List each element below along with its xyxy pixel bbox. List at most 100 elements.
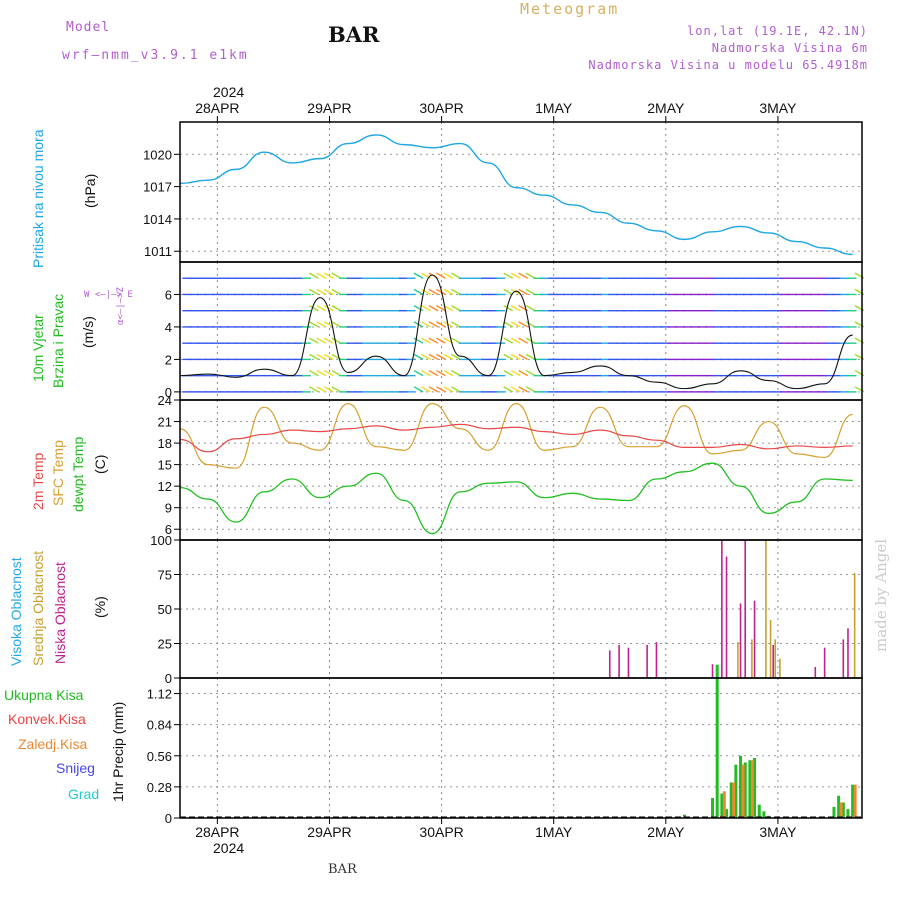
wind-arrow: [309, 272, 319, 279]
wind-arrow: [443, 369, 454, 377]
wind-arrow: [451, 386, 461, 393]
wind-arrow: [413, 337, 424, 344]
wind-arrow: [451, 288, 461, 296]
frozen-precip-bar: [732, 782, 736, 818]
wind-arrow: [518, 272, 529, 279]
precip-panel-frame: [179, 677, 863, 819]
wind-arrow: [421, 321, 431, 328]
wind-arrow: [323, 272, 334, 279]
wind-arrow: [421, 386, 431, 393]
wind-arrow: [525, 353, 536, 361]
wind-arrow: [331, 321, 342, 328]
wind-field: [182, 272, 865, 393]
total-precip-bar: [682, 814, 686, 818]
wind-arrow: [436, 353, 446, 361]
wind-arrow: [323, 369, 334, 377]
temp-tick-label: 21: [158, 415, 172, 430]
total-precip-bar: [715, 664, 719, 818]
wind-arrow: [331, 288, 342, 296]
wind-arrow: [421, 353, 431, 361]
top-day-label: 28APR: [195, 100, 239, 116]
wind-arrow: [510, 337, 521, 344]
wind-arrow: [309, 288, 319, 296]
panel-frames: [174, 116, 863, 824]
model-name: wrf—nmm_v3.9.1 e1km: [62, 48, 249, 63]
pressure-tick-label: 1014: [143, 212, 172, 227]
total-precip-bar: [720, 793, 724, 818]
wind-arrow: [510, 386, 521, 393]
bottom-year-label: 2024: [213, 840, 245, 856]
wind-arrow: [436, 272, 446, 279]
total-precip-bar: [748, 760, 752, 818]
wind-arrow: [510, 353, 521, 361]
bottom-day-label: 28APR: [195, 824, 239, 840]
wind-arrow: [331, 386, 342, 393]
frozen-precip-bar: [853, 784, 857, 818]
temp-tick-label: 6: [165, 522, 172, 537]
wind-arrow: [323, 353, 334, 361]
wind-arrow: [428, 288, 439, 296]
total-precip-bar: [734, 764, 738, 818]
top-day-label: 3MAY: [759, 100, 797, 116]
wind-arrow: [316, 272, 327, 279]
wind-arrow: [525, 321, 536, 328]
total-precip-bar: [729, 782, 733, 818]
wind-arrow: [428, 337, 439, 344]
wind-arrow: [451, 321, 461, 328]
total-precip-bar: [739, 755, 743, 818]
wind-arrow: [503, 272, 514, 279]
wind-arrow: [451, 272, 461, 279]
wind-tick-label: 4: [165, 320, 172, 335]
wind-arrow: [413, 369, 424, 377]
wind-arrow: [309, 386, 319, 393]
wind-arrow: [436, 337, 446, 344]
compass-h: W <—|—> E: [84, 290, 133, 300]
wind-arrow: [525, 305, 536, 312]
total-precip-bar: [757, 804, 761, 818]
wind-arrow: [316, 353, 327, 361]
frozen-precip-bar: [750, 760, 754, 818]
precip-conv-label: Konvek.Kisa: [8, 711, 86, 727]
cloud-tick-label: 0: [165, 671, 172, 686]
precip-tick-label: 1.12: [147, 687, 172, 702]
wind-arrow: [503, 386, 514, 393]
wind-arrow: [503, 321, 514, 328]
total-precip-bar: [832, 806, 836, 818]
wind-arrow: [443, 305, 454, 312]
wind-arrow: [525, 369, 536, 377]
wind-arrow: [413, 288, 424, 296]
frozen-precip-bar: [722, 791, 726, 818]
pressure-tick-label: 1020: [143, 147, 172, 162]
wind-arrow: [510, 288, 521, 296]
wind-arrow: [316, 305, 327, 312]
precip-tick-label: 0.56: [147, 749, 172, 764]
total-precip-bar: [837, 795, 841, 818]
dewpt-temp-line: [179, 462, 853, 535]
wind-arrow: [525, 386, 536, 393]
wind-arrow: [503, 353, 514, 361]
wind-arrow: [316, 288, 327, 296]
wind-arrow: [316, 369, 327, 377]
wind-arrow: [428, 353, 439, 361]
bottom-day-label: 3MAY: [759, 824, 797, 840]
pressure-panel-frame: [179, 121, 863, 263]
wind-tick-label: 0: [165, 385, 172, 400]
top-day-label: 2MAY: [647, 100, 685, 116]
frozen-precip-bar: [741, 764, 745, 818]
axis-labels: 1020101710141011642024211815129610075502…: [143, 100, 797, 840]
wind-speed-line: [179, 274, 853, 390]
wind-arrow: [323, 288, 334, 296]
wind-arrow: [323, 305, 334, 312]
precip-tick-label: 0.28: [147, 780, 172, 795]
wind-arrow: [443, 288, 454, 296]
wind-arrow: [413, 305, 424, 312]
wind-arrow: [518, 321, 529, 328]
bottom-day-label: 1MAY: [535, 824, 573, 840]
top-day-label: 1MAY: [535, 100, 573, 116]
wind-arrow: [428, 386, 439, 393]
bottom-day-label: 30APR: [419, 824, 463, 840]
pressure-tick-label: 1017: [143, 180, 172, 195]
wind-arrow: [428, 369, 439, 377]
chart-marks: [179, 134, 862, 818]
station-title: BAR: [328, 22, 380, 47]
